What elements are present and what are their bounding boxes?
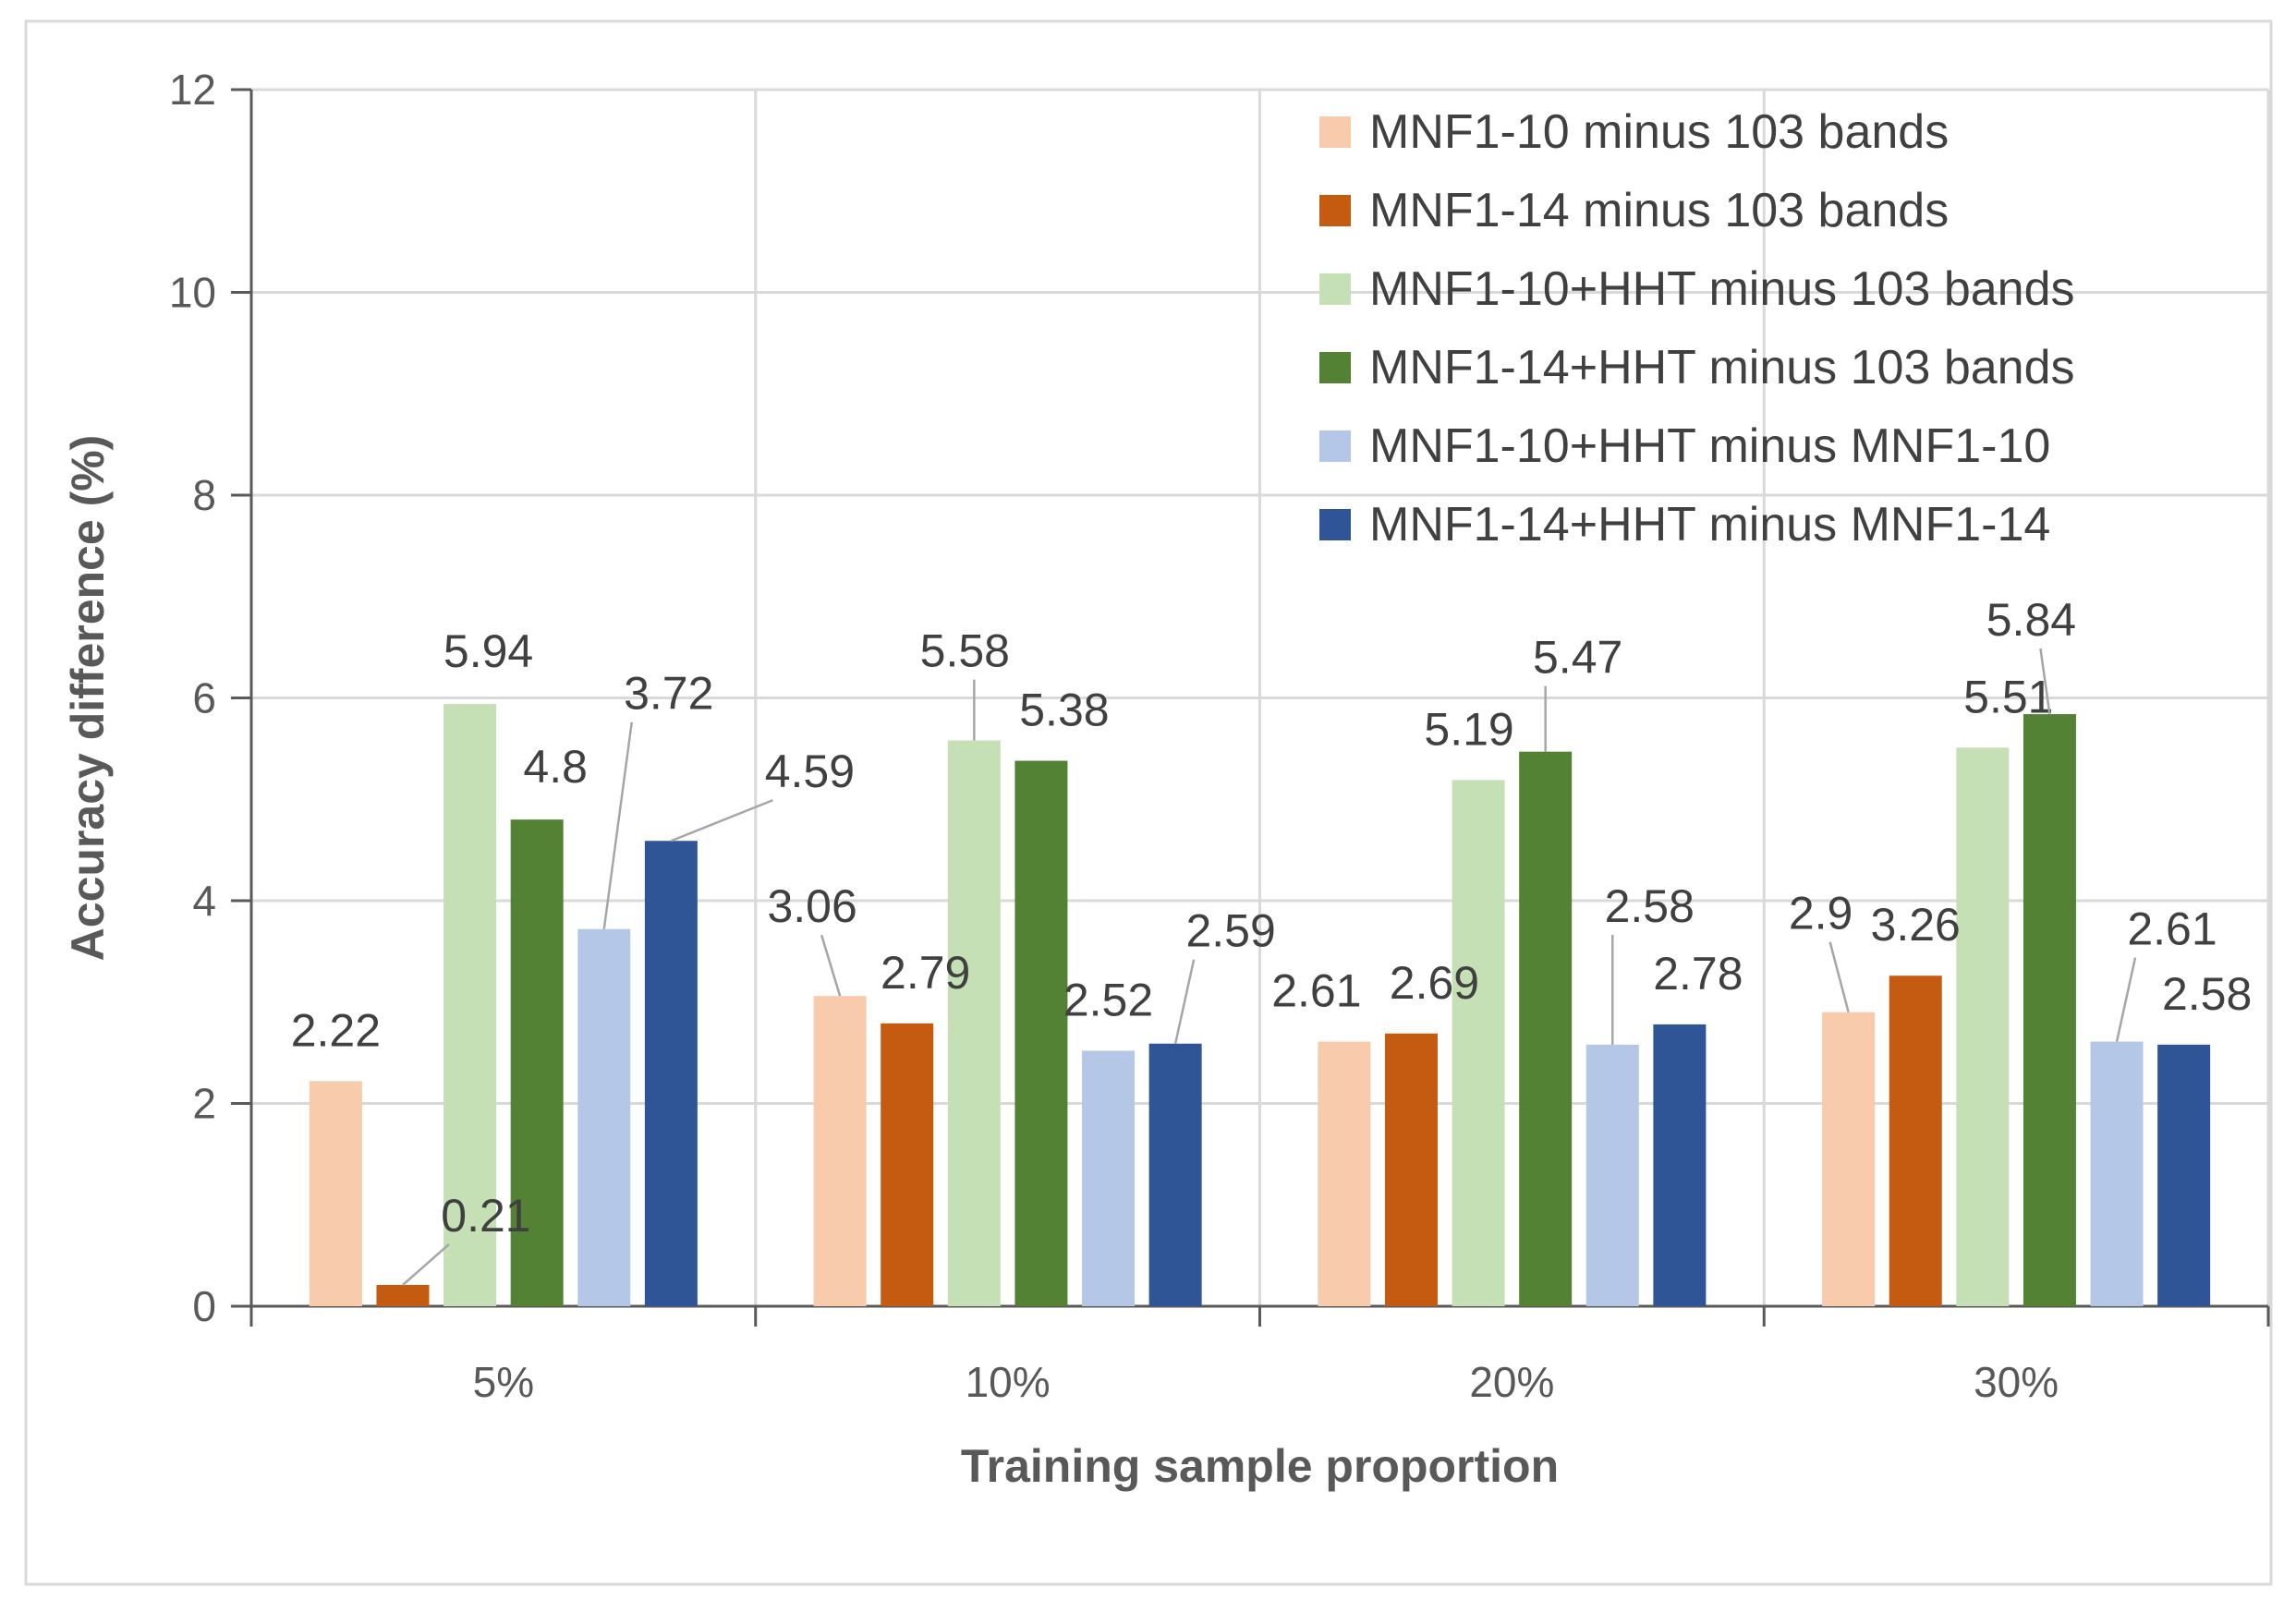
- y-tick-label: 2: [192, 1080, 216, 1128]
- data-label: 4.59: [765, 745, 855, 797]
- bar[interactable]: [644, 841, 698, 1306]
- data-label-leader: [820, 934, 842, 997]
- data-label: 2.59: [1185, 905, 1275, 957]
- legend-entry: MNF1-10+HHT minus 103 bands: [1369, 262, 2075, 316]
- legend-swatch: [1319, 116, 1351, 148]
- y-tick-label: 0: [192, 1282, 216, 1330]
- legend-swatch: [1319, 509, 1351, 540]
- legend-swatch: [1319, 195, 1351, 226]
- data-label-leader: [2039, 648, 2051, 715]
- bar[interactable]: [1384, 1033, 1438, 1306]
- legend-swatch: [1319, 430, 1351, 462]
- bar[interactable]: [2023, 714, 2076, 1306]
- data-label-leader: [1828, 941, 1850, 1013]
- y-tick-label: 8: [192, 471, 216, 519]
- data-label: 3.06: [767, 880, 856, 932]
- data-label: 2.9: [1789, 888, 1853, 939]
- legend-entry: MNF1-14+HHT minus 103 bands: [1369, 341, 2075, 394]
- bar[interactable]: [1653, 1024, 1707, 1306]
- data-label: 2.78: [1653, 948, 1743, 1000]
- data-label: 2.61: [1271, 965, 1361, 1017]
- data-label-leader: [1173, 959, 1196, 1045]
- legend-entry: MNF1-10+HHT minus MNF1-10: [1369, 419, 2050, 473]
- legend-entry: MNF1-14 minus 103 bands: [1369, 184, 1949, 237]
- bar[interactable]: [2157, 1044, 2211, 1306]
- chart-border: [24, 19, 2273, 1586]
- data-label: 5.51: [1963, 671, 2053, 722]
- bar[interactable]: [1452, 780, 1505, 1306]
- data-label: 5.84: [1986, 594, 2076, 646]
- data-label: 2.22: [291, 1004, 381, 1056]
- bar[interactable]: [881, 1023, 934, 1306]
- bar[interactable]: [813, 996, 867, 1306]
- data-label: 3.26: [1871, 899, 1961, 951]
- y-tick-label: 12: [169, 66, 216, 114]
- x-tick-label: 10%: [966, 1358, 1051, 1406]
- bar[interactable]: [1822, 1012, 1876, 1306]
- bar[interactable]: [376, 1284, 430, 1306]
- data-label: 5.94: [443, 625, 533, 677]
- data-label: 2.58: [2162, 968, 2252, 1020]
- bar[interactable]: [1956, 747, 2010, 1306]
- y-tick-label: 10: [169, 269, 216, 317]
- legend-swatch: [1319, 352, 1351, 383]
- x-tick-label: 30%: [1974, 1358, 2059, 1406]
- data-label: 3.72: [624, 668, 713, 720]
- data-label: 5.19: [1424, 703, 1513, 755]
- bar[interactable]: [1148, 1043, 1202, 1306]
- data-label-leader: [2115, 957, 2137, 1042]
- legend-swatch: [1319, 273, 1351, 305]
- data-label-leader: [402, 1243, 450, 1286]
- bar[interactable]: [1318, 1041, 1371, 1306]
- bar[interactable]: [1014, 760, 1068, 1306]
- data-label: 2.52: [1063, 974, 1153, 1025]
- y-tick-label: 4: [192, 877, 216, 925]
- bar[interactable]: [947, 740, 1001, 1306]
- bar[interactable]: [309, 1081, 362, 1306]
- x-axis-title: Training sample proportion: [961, 1440, 1559, 1492]
- x-tick-label: 5%: [473, 1358, 534, 1406]
- data-label: 5.47: [1533, 632, 1622, 684]
- data-label: 5.58: [920, 625, 1010, 677]
- legend-entry: MNF1-14+HHT minus MNF1-14: [1369, 498, 2050, 551]
- bar[interactable]: [1585, 1044, 1639, 1306]
- data-label: 2.79: [881, 947, 970, 999]
- bar[interactable]: [510, 819, 564, 1306]
- data-label-leader: [602, 721, 634, 929]
- data-label: 0.21: [441, 1190, 530, 1242]
- y-tick-label: 6: [192, 674, 216, 722]
- bar[interactable]: [577, 928, 631, 1306]
- data-label-leader: [670, 799, 773, 842]
- data-label: 2.61: [2127, 903, 2217, 955]
- y-axis-title: Accuracy difference (%): [62, 435, 114, 962]
- data-label: 5.38: [1019, 685, 1109, 736]
- data-label: 4.8: [523, 741, 588, 793]
- bar[interactable]: [1889, 976, 1942, 1306]
- bar[interactable]: [2090, 1041, 2144, 1306]
- legend-entry: MNF1-10 minus 103 bands: [1369, 105, 1949, 159]
- data-label: 2.69: [1390, 957, 1479, 1009]
- bar[interactable]: [1082, 1050, 1136, 1306]
- x-tick-label: 20%: [1469, 1358, 1554, 1406]
- bar[interactable]: [1519, 751, 1573, 1306]
- bar[interactable]: [443, 704, 497, 1306]
- data-label: 2.58: [1605, 880, 1695, 932]
